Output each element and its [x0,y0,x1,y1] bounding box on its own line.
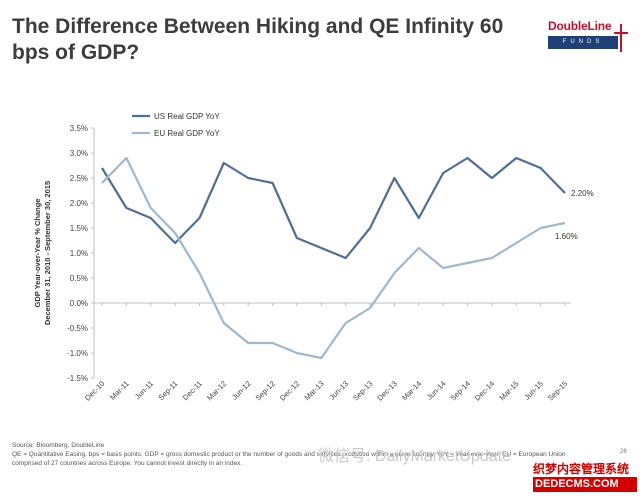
page-number: 26 [620,449,627,455]
legend-eu-label: EU Real GDP YoY [154,129,220,138]
y-tick-label: 3.5% [70,124,88,133]
x-tick-label: Sep-11 [156,379,179,402]
y-tick-label: 1.0% [70,249,88,258]
x-tick-label: Jun-15 [522,379,545,402]
eu-gdp-line [101,156,566,360]
y-tick-label: 3.0% [70,149,88,158]
x-tick-label: Dec-12 [278,379,301,402]
legend: US Real GDP YoY EU Real GDP YoY [132,112,220,138]
x-tick-label: Jun-14 [425,379,448,402]
wechat-watermark: 微信号: DailyMarketUpdate [318,448,511,465]
legend-us-label: US Real GDP YoY [154,112,220,121]
series-lines: 2.20% 1.60% [101,156,594,360]
x-tick-label: Mar-14 [400,379,423,402]
x-tick-label: Mar-12 [205,379,228,402]
dedecms-stamp: 织梦内容管理系统 DEDECMS.COM [533,462,637,492]
stamp-line2: DEDECMS.COM [533,477,637,492]
x-tick-label: Mar-11 [108,379,131,402]
y-tick-label: -1.5% [67,374,88,383]
x-tick-label: Sep-12 [254,379,277,402]
stamp-line1: 织梦内容管理系统 [533,462,630,476]
y-tick-label: 0.0% [70,299,88,308]
x-tick-label: Mar-15 [498,379,521,402]
eu-end-label: 1.60% [555,232,578,241]
y-axis-title: GDP Year-over-Year % Change December 31, … [33,181,52,325]
logo-cross-icon-bar [614,32,628,34]
y-tick-label: -0.5% [67,324,88,333]
y-axis-title-line2: December 31, 2010 - September 30, 2015 [43,181,52,325]
x-tick-label: Mar-13 [303,379,326,402]
us-gdp-line [101,156,566,260]
page-title: The Difference Between Hiking and QE Inf… [12,15,504,64]
x-tick-label: Sep-15 [546,379,569,402]
footer-source: Source: Bloomberg, DoubleLine [12,442,105,449]
footer-notes: Source: Bloomberg, DoubleLine QE = Quant… [12,441,572,468]
doubleline-logo: DoubleLine FUNDS [548,18,628,52]
us-end-label: 2.20% [571,189,594,198]
logo-cross-icon [620,24,622,52]
x-axis: Dec-10 Mar-11 Jun-11 Sep-11 Dec-11 Mar-12 Jun-… [83,302,571,403]
y-tick-label: -1.0% [67,349,88,358]
logo-brand: DoubleLine [548,19,612,33]
x-tick-label: Dec-14 [473,379,496,402]
y-tick-label: 2.0% [70,199,88,208]
x-tick-label: Sep-14 [448,379,471,402]
y-axis-title-line1: GDP Year-over-Year % Change [33,199,42,308]
y-tick-label: 0.5% [70,274,88,283]
y-tick-label: 1.5% [70,224,88,233]
x-tick-label: Jun-12 [230,379,253,402]
footer-disclaimer: comprised of 27 countries across Europe.… [12,460,243,467]
x-tick-label: Dec-11 [181,379,204,402]
y-tick-label: 2.5% [70,174,88,183]
x-tick-label: Dec-13 [375,379,398,402]
x-tick-label: Sep-13 [351,379,374,402]
x-tick-label: Jun-11 [133,379,155,401]
y-axis: 3.5% 3.0% 2.5% 2.0% 1.5% 1.0% 0.5% 0.0% -0.5% -1.… [67,124,95,383]
footer-definitions: QE = Quantitative Easing. bps = basis po… [12,451,566,458]
x-tick-label: Jun-13 [328,379,351,402]
logo-sub: FUNDS [548,36,618,49]
